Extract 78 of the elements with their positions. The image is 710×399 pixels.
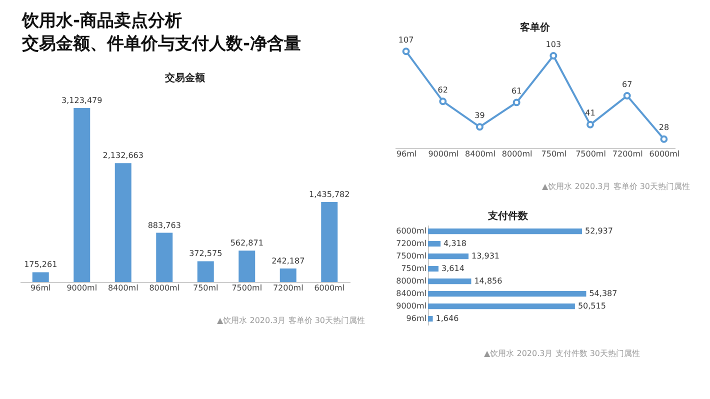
bar [428,240,441,247]
y-tick-label: 6000ml [396,226,426,236]
text: ▲饮用水 2020.3月 客单价 30天热门属性 [541,181,690,192]
chart-title: 交易金额 [164,72,206,84]
data-label: 67 [622,80,632,89]
bar [428,278,472,284]
data-label: 62 [438,85,448,94]
data-label: 562,871 [230,238,264,248]
x-tick-label: 7500ml [576,150,606,158]
data-label: 61 [511,86,522,96]
x-tick-label: 7200ml [612,150,643,158]
x-tick-label: 9000ml [428,150,459,158]
point [550,52,558,60]
x-tick-label: 8400ml [108,284,138,292]
data-label: 103 [546,40,562,49]
y-tick-label: 7500ml [396,251,426,260]
point [586,120,594,128]
y-tick-label: 8000ml [396,276,426,286]
point [439,98,447,106]
data-label: 1,435,782 [309,190,350,200]
text: ▲饮用水 2020.3月 客单价 30天热门属性 [216,315,365,326]
text: ▲饮用水 2020.3月 支付件数 30天热门属性 [483,348,640,359]
data-label: 41 [585,108,596,118]
y-tick-label: 750ml [401,264,426,273]
bar [32,272,49,282]
point [660,135,668,143]
y-tick-label: 96ml [406,314,426,323]
x-tick-label: 8000ml [502,150,532,158]
x-tick-label: 750ml [541,150,567,158]
data-label: 107 [398,35,414,44]
bar [428,303,575,310]
data-label: 242,187 [272,256,305,266]
bar [156,232,173,282]
chart-title: 客单价 [519,21,551,34]
bar [428,290,586,297]
data-label: 372,575 [189,249,222,258]
y-tick-label: 9000ml [396,301,426,310]
data-label: 1,646 [436,314,459,323]
point [402,48,410,56]
point [476,123,484,131]
text: 饮用水-商品卖点分析 [22,10,184,33]
bar [321,202,338,282]
data-label: 50,515 [578,301,606,310]
x-tick-label: 6000ml [314,284,345,292]
bar [114,163,132,282]
data-label: 3,614 [442,264,464,273]
data-label: 54,387 [589,288,618,298]
x-tick-label: 7500ml [232,284,262,292]
x-tick-label: 7200ml [272,284,304,292]
y-tick-label: 7200ml [396,238,426,248]
bar [428,266,439,272]
x-tick-label: 8400ml [465,150,496,158]
point [512,98,520,106]
x-tick-label: 750ml [192,284,218,292]
x-tick-label: 6000ml [649,150,680,158]
data-label: 175,261 [24,260,58,270]
x-tick-label: 96ml [30,284,51,292]
data-label: 2,132,663 [102,151,144,160]
data-label: 39 [474,110,485,120]
bar [238,250,256,282]
point [623,92,631,100]
data-label: 14,856 [474,276,502,286]
bar [197,261,214,282]
bar [428,253,469,260]
data-label: 3,123,479 [62,96,102,105]
text: 交易金额、件单价与支付人数-净含量 [22,33,302,56]
x-tick-label: 9000ml [66,284,98,292]
data-label: 4,318 [444,238,466,248]
bar [280,268,296,282]
data-label: 28 [658,123,670,132]
chart-title: 支付件数 [487,210,529,222]
bar [74,108,90,282]
data-label: 52,937 [585,226,613,236]
x-tick-label: 8000ml [149,284,180,292]
bar [428,316,433,322]
data-label: 883,763 [148,220,181,230]
data-label: 13,931 [472,251,500,260]
bar [428,228,582,234]
